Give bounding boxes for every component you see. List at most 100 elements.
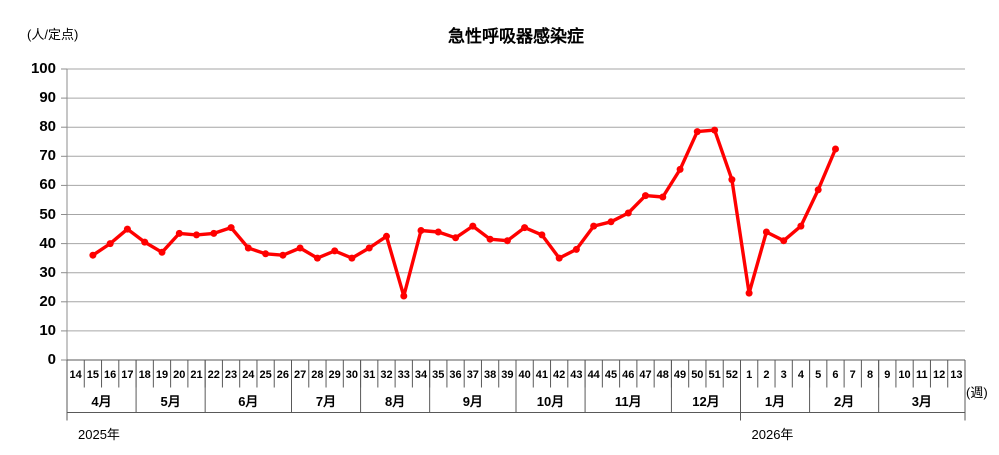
week-label: 21 <box>190 369 203 381</box>
week-label: 35 <box>432 369 445 381</box>
y-tick-label: 10 <box>39 321 56 339</box>
data-point-marker <box>331 247 339 255</box>
data-point-marker <box>832 145 839 153</box>
week-label: 38 <box>483 369 497 381</box>
week-label: 32 <box>380 369 393 381</box>
y-tick-label: 80 <box>39 118 56 136</box>
data-point-marker <box>590 222 598 230</box>
week-label: 15 <box>86 369 100 381</box>
data-point-marker <box>762 228 770 236</box>
week-label: 31 <box>363 369 376 381</box>
month-label: 2月 <box>833 394 855 409</box>
week-label: 24 <box>242 369 255 381</box>
week-label: 4 <box>797 369 804 381</box>
data-point-marker <box>193 231 200 239</box>
data-point-marker <box>210 229 218 237</box>
month-label: 8月 <box>384 394 406 409</box>
week-label: 29 <box>328 369 341 381</box>
data-point-marker <box>296 244 304 252</box>
week-axis-unit-label: (週) <box>966 385 988 400</box>
month-label: 6月 <box>238 394 259 409</box>
week-label: 1 <box>746 369 753 381</box>
month-label: 1月 <box>764 394 786 409</box>
data-point-marker <box>175 229 183 237</box>
week-label: 51 <box>708 369 721 381</box>
data-point-marker <box>538 231 546 239</box>
data-point-marker <box>279 251 287 259</box>
data-point-marker <box>814 186 822 194</box>
data-point-marker <box>365 244 373 252</box>
data-point-marker <box>452 234 460 242</box>
y-tick-label: 40 <box>39 234 56 252</box>
data-point-marker <box>607 218 615 226</box>
week-label: 44 <box>587 369 600 381</box>
week-label: 33 <box>397 369 410 381</box>
data-point-marker <box>780 237 788 245</box>
data-point-marker <box>728 176 736 184</box>
week-label: 9 <box>884 369 891 381</box>
week-label: 14 <box>69 369 82 381</box>
month-label: 7月 <box>315 394 337 409</box>
week-label: 8 <box>866 369 874 381</box>
data-point-marker <box>417 227 425 234</box>
week-label: 45 <box>604 369 618 381</box>
data-point-marker <box>676 165 684 173</box>
week-label: 48 <box>656 369 669 381</box>
week-label: 30 <box>345 369 359 381</box>
month-label: 12月 <box>692 394 720 409</box>
data-point-marker <box>262 250 270 258</box>
data-point-marker <box>158 248 166 256</box>
week-label: 36 <box>449 369 462 381</box>
month-label: 4月 <box>91 394 112 409</box>
week-label: 47 <box>639 369 652 381</box>
data-point-marker <box>123 225 131 233</box>
data-point-marker <box>797 222 805 230</box>
y-axis-unit-label: (人/定点) <box>27 27 79 42</box>
data-point-marker <box>693 128 701 136</box>
week-label: 23 <box>224 369 238 381</box>
week-label: 37 <box>466 369 479 381</box>
week-label: 40 <box>518 369 531 381</box>
week-label: 16 <box>104 369 117 381</box>
week-label: 49 <box>673 369 687 381</box>
y-tick-label: 0 <box>47 351 56 368</box>
week-label: 46 <box>622 369 635 381</box>
data-point-marker <box>745 289 753 297</box>
week-label: 28 <box>311 369 324 381</box>
data-point-marker <box>348 254 356 262</box>
data-point-marker <box>503 237 511 245</box>
week-label: 20 <box>173 369 186 381</box>
week-label: 5 <box>815 369 822 381</box>
data-point-marker <box>313 254 321 262</box>
data-line <box>91 128 838 298</box>
month-label: 10月 <box>536 394 565 409</box>
week-label: 50 <box>691 369 704 381</box>
week-label: 26 <box>276 369 289 381</box>
data-point-marker <box>659 193 667 201</box>
y-tick-label: 90 <box>39 89 56 107</box>
week-label: 41 <box>535 369 549 381</box>
week-label: 39 <box>501 369 514 381</box>
data-point-marker <box>521 224 529 232</box>
week-label: 52 <box>725 369 738 381</box>
y-tick-label: 60 <box>39 176 56 194</box>
data-point-marker <box>106 240 114 248</box>
data-point-marker <box>383 232 390 240</box>
week-label: 18 <box>138 369 151 381</box>
month-label: 3月 <box>911 394 932 409</box>
week-label: 6 <box>832 369 839 381</box>
month-label: 11月 <box>614 394 642 409</box>
data-point-marker <box>572 245 580 253</box>
week-label: 3 <box>780 369 787 381</box>
y-tick-label: 30 <box>39 263 56 281</box>
month-label: 9月 <box>462 394 483 409</box>
data-point-marker <box>141 238 149 246</box>
week-label: 7 <box>849 369 856 381</box>
data-point-marker <box>642 192 649 200</box>
week-label: 17 <box>121 369 134 381</box>
data-point-marker <box>624 209 632 217</box>
week-label: 10 <box>898 369 911 381</box>
week-label: 13 <box>950 369 963 381</box>
